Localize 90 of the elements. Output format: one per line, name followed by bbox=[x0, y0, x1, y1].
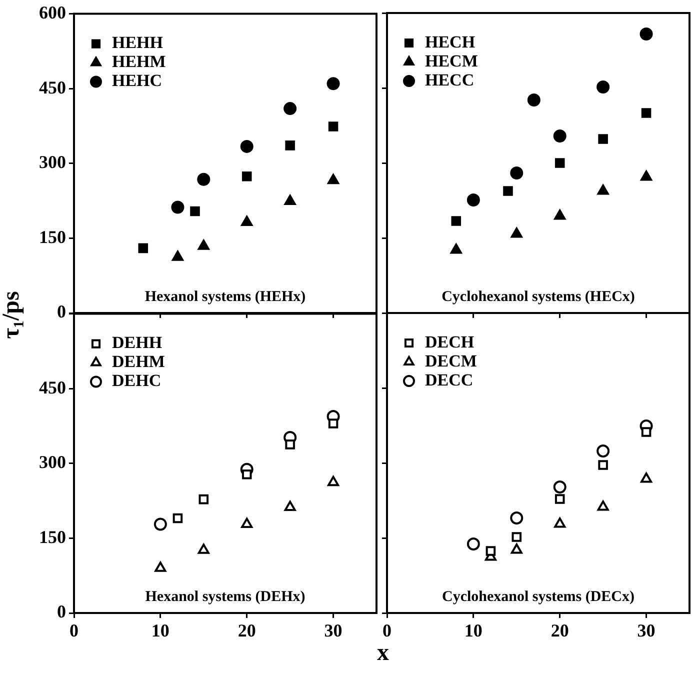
point bbox=[284, 194, 296, 206]
point bbox=[597, 500, 609, 511]
y-tick-label: 450 bbox=[39, 377, 66, 398]
x-tick-label: 30 bbox=[637, 620, 656, 640]
point bbox=[466, 194, 480, 206]
legend-label: DEHM bbox=[112, 352, 165, 372]
point bbox=[172, 513, 183, 524]
y-tick-label: 0 bbox=[57, 602, 66, 622]
point bbox=[242, 469, 252, 480]
point bbox=[510, 166, 524, 180]
point bbox=[284, 102, 297, 116]
point bbox=[597, 184, 609, 195]
x-tick-label: 0 bbox=[70, 620, 78, 640]
legend-label: HEHM bbox=[112, 52, 166, 72]
legend-label: DEHC bbox=[112, 371, 162, 390]
point bbox=[241, 216, 253, 226]
point bbox=[154, 518, 167, 531]
y-tick-label: 300 bbox=[39, 452, 66, 472]
point bbox=[510, 512, 524, 524]
y-tick-label: 600 bbox=[39, 2, 66, 22]
x-tick-label: 0 bbox=[382, 620, 392, 640]
point bbox=[641, 108, 652, 118]
point bbox=[466, 538, 480, 550]
point bbox=[510, 228, 522, 238]
point bbox=[641, 427, 652, 437]
point bbox=[171, 200, 184, 214]
point bbox=[241, 518, 253, 528]
point bbox=[554, 210, 566, 220]
point bbox=[240, 140, 254, 153]
point bbox=[138, 243, 148, 254]
point bbox=[198, 494, 209, 504]
point bbox=[328, 122, 338, 132]
y-axis-title: τ₁/ps bbox=[0, 291, 26, 339]
legend-label: DECM bbox=[425, 351, 477, 370]
x-tick-label: 10 bbox=[151, 620, 170, 640]
legend-label: HEHC bbox=[112, 71, 162, 90]
legend-label: HECH bbox=[425, 32, 476, 52]
point bbox=[451, 216, 462, 226]
point bbox=[285, 440, 295, 450]
point bbox=[598, 460, 608, 470]
point bbox=[640, 472, 652, 483]
point bbox=[553, 130, 566, 142]
point bbox=[486, 546, 496, 556]
legend-label: HECM bbox=[425, 51, 478, 70]
point bbox=[554, 494, 565, 504]
point bbox=[154, 562, 166, 572]
point bbox=[328, 476, 340, 486]
point bbox=[190, 206, 200, 216]
legend-label: DECC bbox=[425, 370, 474, 390]
point bbox=[554, 518, 566, 528]
annotation: Hexanol systems (DEHx) bbox=[145, 588, 306, 605]
point bbox=[553, 480, 566, 494]
point bbox=[198, 240, 210, 250]
point bbox=[527, 94, 540, 106]
point bbox=[596, 444, 610, 458]
point bbox=[198, 544, 210, 554]
point bbox=[242, 171, 252, 182]
point bbox=[512, 532, 522, 542]
legend-label: DEHH bbox=[112, 333, 162, 352]
point bbox=[284, 500, 296, 512]
x-axis-title: x bbox=[376, 640, 390, 667]
point bbox=[197, 172, 210, 186]
point bbox=[503, 186, 513, 196]
y-tick-label: 300 bbox=[39, 152, 66, 172]
point bbox=[598, 134, 608, 144]
annotation: Cyclohexanol systems (HECx) bbox=[442, 288, 635, 305]
point bbox=[640, 28, 653, 40]
annotation: Cyclohexanol systems (DECx) bbox=[442, 588, 634, 605]
y-tick-label: 150 bbox=[39, 526, 66, 547]
y-tick-label: 150 bbox=[39, 226, 66, 247]
point bbox=[596, 80, 610, 94]
x-tick-label: 30 bbox=[324, 620, 342, 640]
x-tick-label: 10 bbox=[464, 620, 482, 640]
legend-label: DECH bbox=[425, 332, 474, 352]
x-tick-label: 20 bbox=[238, 620, 256, 640]
point bbox=[285, 140, 295, 150]
point bbox=[172, 250, 184, 261]
point bbox=[450, 244, 462, 254]
point bbox=[640, 170, 652, 181]
point bbox=[326, 77, 340, 90]
x-tick-label: 20 bbox=[550, 620, 569, 640]
point bbox=[554, 158, 565, 168]
annotation: Hexanol systems (HEHx) bbox=[144, 288, 306, 305]
y-tick-label: 450 bbox=[39, 77, 66, 98]
legend-label: HEHH bbox=[112, 33, 164, 52]
legend-label: HECC bbox=[425, 70, 474, 90]
point bbox=[328, 418, 338, 428]
point bbox=[510, 544, 522, 554]
y-tick-label: 0 bbox=[57, 302, 66, 322]
point bbox=[328, 174, 340, 184]
